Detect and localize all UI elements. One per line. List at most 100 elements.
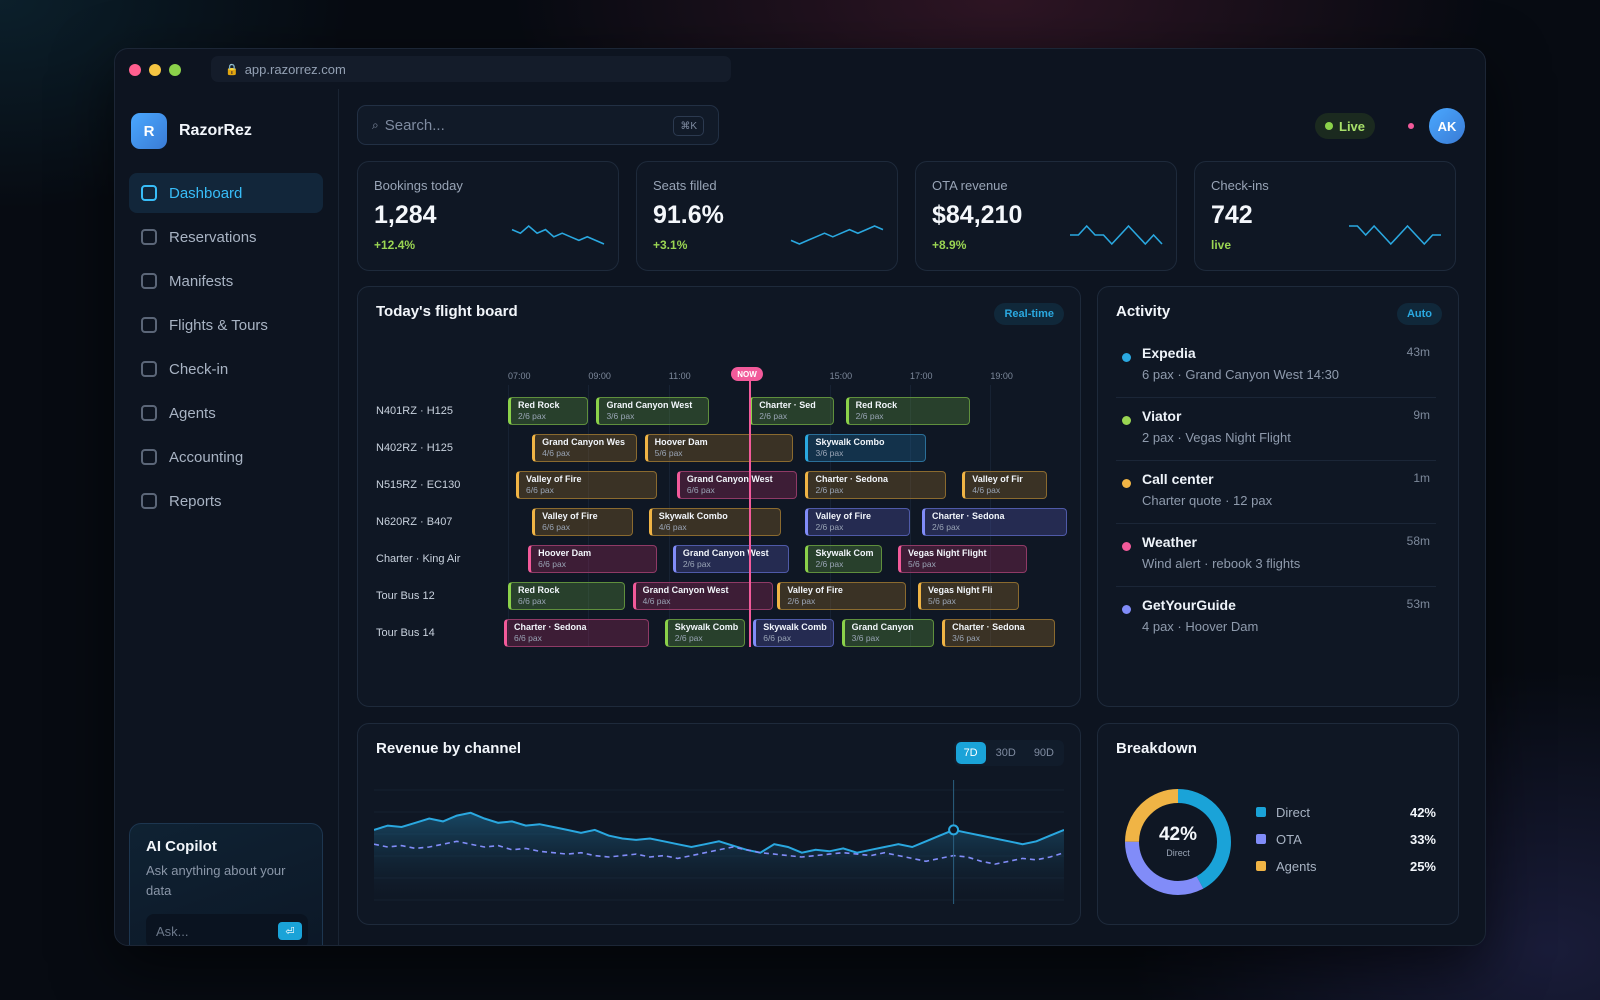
flight-block[interactable]: Valley of Fire 6/6 pax — [532, 508, 633, 536]
sidebar-item-label: Reservations — [169, 228, 257, 246]
flight-block[interactable]: Vegas Night Flight 5/6 pax — [897, 545, 1027, 573]
copilot-title: AI Copilot — [146, 838, 217, 855]
notification-dot-icon[interactable] — [1408, 123, 1414, 129]
flight-block[interactable]: Valley of Fire 2/6 pax — [805, 508, 910, 536]
donut-center-label: Direct — [1166, 848, 1190, 858]
sidebar-item-check-in[interactable]: Check-in — [129, 349, 323, 389]
kpi-card-check-ins[interactable]: Check-ins 742 live — [1194, 161, 1456, 271]
flight-block-title: Grand Canyon West — [642, 585, 729, 595]
flight-block-pax: 2/6 pax — [674, 633, 703, 643]
range-7d-button[interactable]: 7D — [955, 742, 986, 764]
activity-item[interactable]: Viator 9m 2 pax · Vegas Night Flight — [1116, 398, 1436, 461]
close-window-dot[interactable] — [129, 64, 141, 76]
flight-block[interactable]: Skywalk Comb 2/6 pax — [664, 619, 746, 647]
sidebar-item-reservations[interactable]: Reservations — [129, 217, 323, 257]
url-text: app.razorrez.com — [244, 61, 346, 77]
flight-block-pax: 5/6 pax — [928, 596, 956, 606]
kpi-value: $84,210 — [932, 201, 1023, 229]
aircraft-row-label: Tour Bus 14 — [376, 627, 435, 639]
ai-copilot-card: AI Copilot Ask anything about your data … — [129, 823, 323, 945]
flight-block-title: Valley of Fir — [972, 474, 1023, 484]
flight-block[interactable]: Vegas Night Fli 5/6 pax — [918, 582, 1019, 610]
sidebar-item-label: Dashboard — [169, 184, 243, 202]
flight-block[interactable]: Grand Canyon West 4/6 pax — [632, 582, 774, 610]
flight-block[interactable]: Skywalk Combo 4/6 pax — [648, 508, 782, 536]
activity-source: Expedia — [1142, 345, 1196, 361]
flight-block[interactable]: Grand Canyon Wes 4/6 pax — [532, 434, 637, 462]
flight-block[interactable]: Hoover Dam 6/6 pax — [528, 545, 657, 573]
flight-block[interactable]: Skywalk Combo 3/6 pax — [805, 434, 927, 462]
kpi-card-seats[interactable]: Seats filled 91.6% +3.1% — [636, 161, 898, 271]
flight-block-title: Valley of Fire — [787, 585, 843, 595]
flight-block-pax: 6/6 pax — [513, 633, 542, 643]
activity-item[interactable]: Expedia 43m 6 pax · Grand Canyon West 14:3… — [1116, 335, 1436, 398]
sidebar-item-accounting[interactable]: Accounting — [129, 437, 323, 477]
breakdown-donut[interactable] — [1118, 782, 1238, 902]
activity-item[interactable]: GetYourGuide 53m 4 pax · Hoover Dam — [1116, 587, 1436, 650]
flight-block[interactable]: Skywalk Com 2/6 pax — [805, 545, 882, 573]
search-input[interactable]: ⌕ Search... ⌘K — [357, 105, 719, 145]
sidebar-item-manifests[interactable]: Manifests — [129, 261, 323, 301]
flight-block[interactable]: Red Rock 6/6 pax — [508, 582, 625, 610]
kpi-card-ota-revenue[interactable]: OTA revenue $84,210 +8.9% — [915, 161, 1177, 271]
legend-pct: 25% — [1409, 858, 1436, 874]
live-status-badge[interactable]: Live — [1315, 113, 1376, 139]
flight-block-title: Red Rock — [518, 585, 560, 595]
flight-block[interactable]: Charter · Sedona 3/6 pax — [942, 619, 1055, 647]
real-time-badge[interactable]: Real-time — [994, 303, 1064, 325]
flight-block[interactable]: Skywalk Comb 6/6 pax — [753, 619, 834, 647]
flight-block[interactable]: Charter · Sed 2/6 pax — [749, 397, 834, 425]
legend-pct: 33% — [1409, 831, 1436, 847]
avatar[interactable]: AK — [1429, 108, 1465, 144]
flight-block[interactable]: Grand Canyon 3/6 pax — [841, 619, 935, 647]
minimize-window-dot[interactable] — [149, 64, 161, 76]
flight-block[interactable]: Grand Canyon West 2/6 pax — [672, 545, 790, 573]
revenue-chart[interactable] — [374, 780, 1064, 910]
activity-panel: Activity Auto Expedia 43m 6 pax · Grand Ca… — [1097, 286, 1459, 707]
flight-block[interactable]: Valley of Fire 2/6 pax — [777, 582, 906, 610]
time-gridline — [990, 385, 992, 647]
kpi-value: 91.6% — [653, 201, 724, 229]
activity-list: Expedia 43m 6 pax · Grand Canyon West 14:3… — [1116, 335, 1436, 650]
flight-block[interactable]: Charter · Sedona 2/6 pax — [805, 471, 947, 499]
aircraft-row-label: N401RZ · H125 — [376, 405, 454, 417]
flight-block[interactable]: Grand Canyon West 6/6 pax — [676, 471, 798, 499]
maximize-window-dot[interactable] — [169, 64, 181, 76]
flight-block[interactable]: Red Rock 2/6 pax — [845, 397, 971, 425]
activity-time: 58m — [1406, 534, 1430, 548]
flight-block[interactable]: Charter · Sedona 6/6 pax — [503, 619, 649, 647]
range-90d-button[interactable]: 90D — [1033, 747, 1054, 759]
sidebar-item-label: Check-in — [169, 360, 229, 378]
flight-block[interactable]: Valley of Fire 6/6 pax — [516, 471, 657, 499]
flight-block[interactable]: Hoover Dam 5/6 pax — [644, 434, 794, 462]
kpi-card-bookings[interactable]: Bookings today 1,284 +12.4% — [357, 161, 619, 271]
kpi-sparkline — [1349, 224, 1441, 246]
activity-item[interactable]: Call center 1m Charter quote · 12 pax — [1116, 461, 1436, 524]
live-label: Live — [1339, 118, 1366, 134]
brand[interactable]: R RazorRez — [131, 113, 252, 149]
sidebar-item-flights-tours[interactable]: Flights & Tours — [129, 305, 323, 345]
flight-block[interactable]: Red Rock 2/6 pax — [508, 397, 589, 425]
range-selector: 7D 30D 90D — [953, 740, 1064, 766]
flight-board-title: Today's flight board — [376, 303, 518, 320]
auto-badge[interactable]: Auto — [1396, 303, 1442, 325]
range-30d-button[interactable]: 30D — [995, 747, 1016, 759]
flight-block-pax: 2/6 pax — [759, 411, 788, 421]
activity-item[interactable]: Weather 58m Wind alert · rebook 3 flights — [1116, 524, 1436, 587]
sidebar-item-agents[interactable]: Agents — [129, 393, 323, 433]
flight-block[interactable]: Grand Canyon West 3/6 pax — [596, 397, 709, 425]
flight-block-pax: 3/6 pax — [851, 633, 880, 643]
sidebar-item-dashboard[interactable]: Dashboard — [129, 173, 323, 213]
sidebar-item-reports[interactable]: Reports — [129, 481, 323, 521]
time-label: 09:00 — [588, 371, 611, 381]
address-bar[interactable]: 🔒 app.razorrez.com — [211, 56, 731, 82]
search-icon: ⌕ — [372, 117, 379, 132]
flight-block[interactable]: Charter · Sedona 2/6 pax — [922, 508, 1067, 536]
kpi-label: Seats filled — [653, 178, 717, 193]
send-icon[interactable]: ⏎ — [278, 922, 302, 940]
sidebar-item-label: Accounting — [169, 448, 244, 466]
flight-block[interactable]: Valley of Fir 4/6 pax — [962, 471, 1047, 499]
series-area-direct — [374, 812, 1064, 904]
flight-block-pax: 3/6 pax — [952, 633, 981, 643]
copilot-input[interactable]: Ask... ⏎ — [146, 914, 308, 945]
